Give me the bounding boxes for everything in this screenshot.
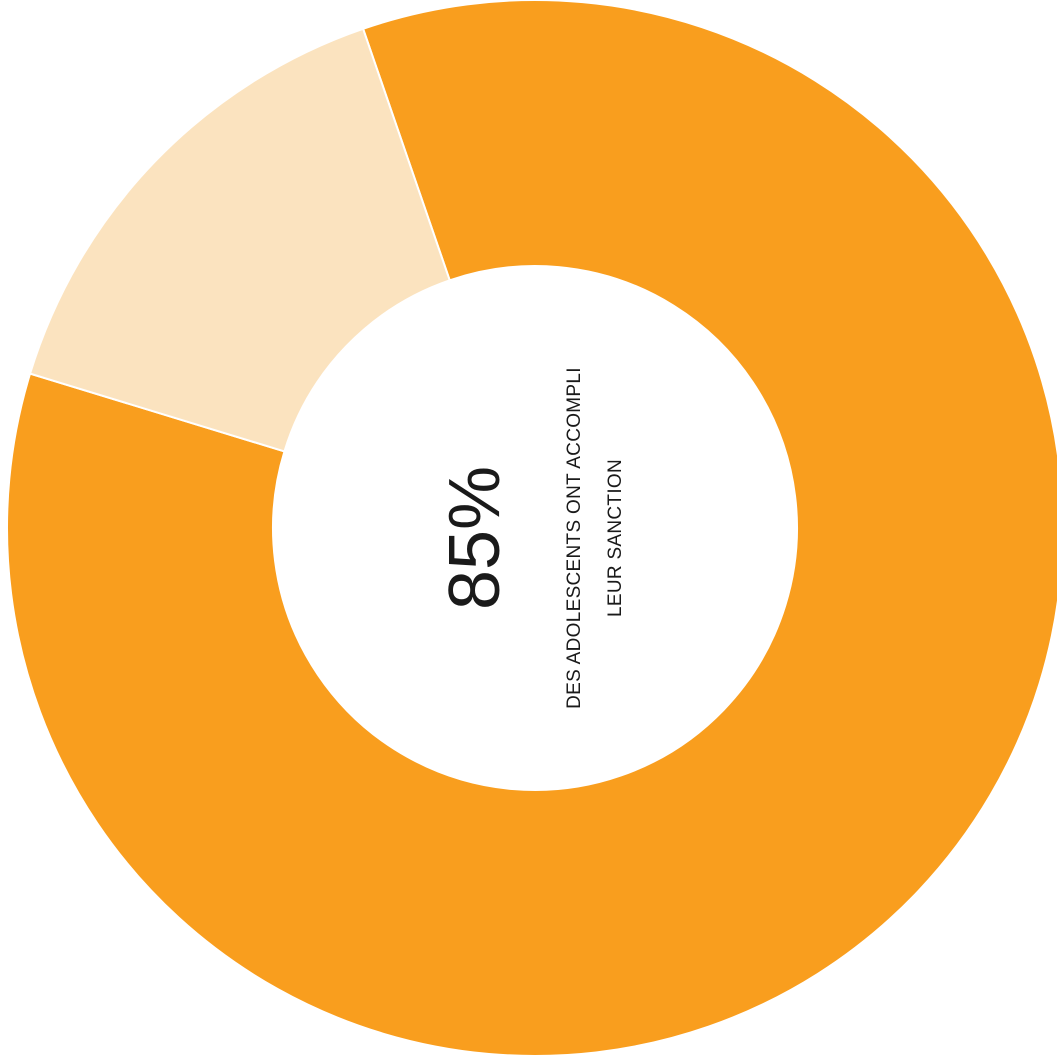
center-caption-line2: LEUR SANCTION <box>605 459 626 617</box>
donut-slices <box>6 0 1057 1057</box>
donut-slice-1 <box>6 0 1057 1057</box>
donut-slice-2 <box>28 27 451 453</box>
center-caption-line1: DES ADOLESCENTS ONT ACCOMPLI <box>564 367 585 709</box>
center-percentage: 85% <box>435 466 515 610</box>
center-label: 85% DES ADOLESCENTS ONT ACCOMPLI LEUR SA… <box>435 367 626 709</box>
